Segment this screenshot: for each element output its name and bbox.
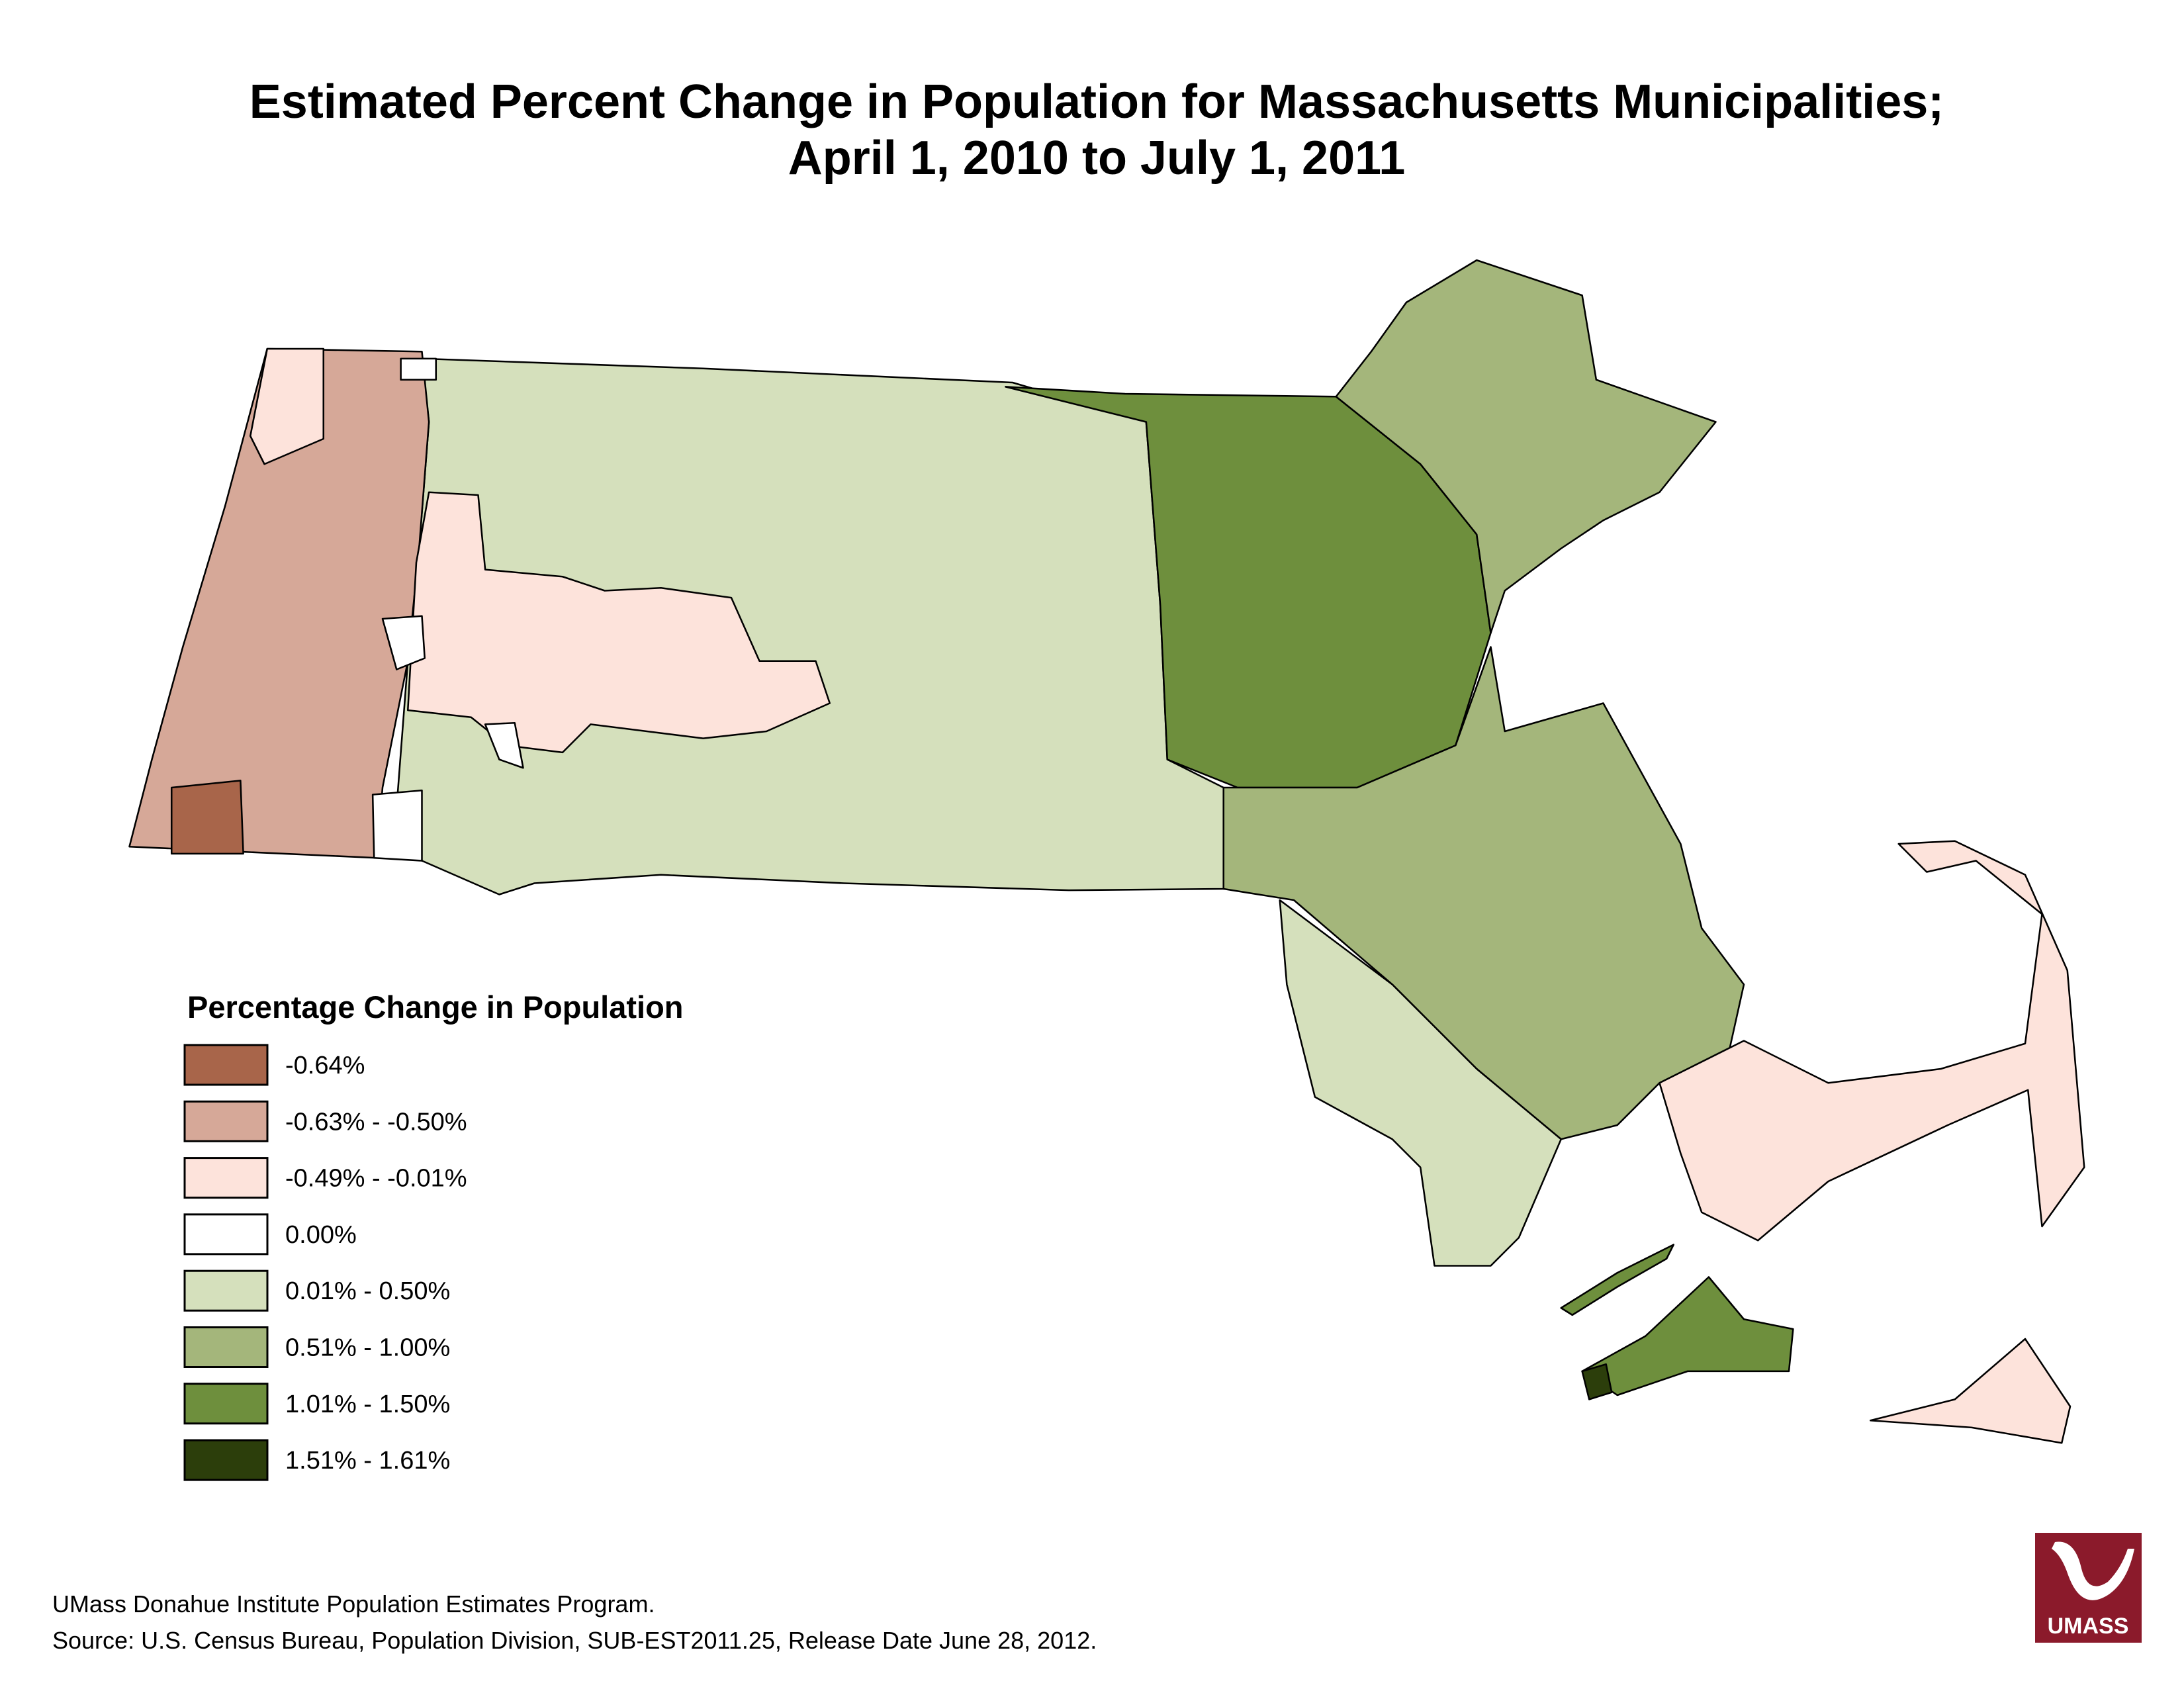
legend-swatch <box>183 1044 269 1086</box>
legend-label: -0.63% - -0.50% <box>285 1108 467 1136</box>
legend-label: -0.64% <box>285 1052 365 1079</box>
region <box>1869 1338 2071 1444</box>
logo: UMASS <box>2035 1533 2142 1643</box>
region <box>1659 840 2085 1242</box>
logo-mark <box>2052 1541 2134 1600</box>
legend-label: 1.01% - 1.50% <box>285 1391 450 1418</box>
region <box>249 347 325 465</box>
region <box>406 491 831 754</box>
footer-line: UMass Donahue Institute Population Estim… <box>52 1590 655 1618</box>
region <box>1560 1244 1675 1316</box>
logo-text: UMASS <box>2048 1614 2129 1639</box>
region <box>371 789 423 862</box>
region <box>400 357 437 381</box>
legend-swatch <box>183 1326 269 1368</box>
region <box>484 721 524 769</box>
legend-swatch <box>183 1157 269 1199</box>
legend-swatch <box>183 1439 269 1481</box>
legend-label: 0.51% - 1.00% <box>285 1334 450 1362</box>
region <box>1581 1363 1613 1400</box>
legend-title: Percentage Change in Population <box>187 989 684 1025</box>
region <box>1581 1276 1794 1396</box>
legend-swatch <box>183 1269 269 1312</box>
region <box>170 780 244 855</box>
title-line: Estimated Percent Change in Population f… <box>250 75 1944 128</box>
region <box>1279 899 1563 1267</box>
legend-label: -0.49% - -0.01% <box>285 1165 467 1193</box>
state-map <box>128 259 2085 1444</box>
footer-line: Source: U.S. Census Bureau, Population D… <box>52 1627 1097 1654</box>
legend: -0.64% -0.63% - -0.50% -0.49% - -0.01% 0.00… <box>183 1044 467 1481</box>
title-line: April 1, 2010 to July 1, 2011 <box>788 132 1406 185</box>
legend-label: 1.51% - 1.61% <box>285 1447 450 1475</box>
region <box>1222 646 1745 1140</box>
legend-label: 0.01% - 0.50% <box>285 1277 450 1305</box>
region <box>381 615 426 670</box>
legend-swatch <box>183 1213 269 1256</box>
legend-label: 0.00% <box>285 1221 357 1249</box>
legend-swatch <box>183 1383 269 1425</box>
legend-swatch <box>183 1100 269 1142</box>
region <box>1335 259 1717 634</box>
